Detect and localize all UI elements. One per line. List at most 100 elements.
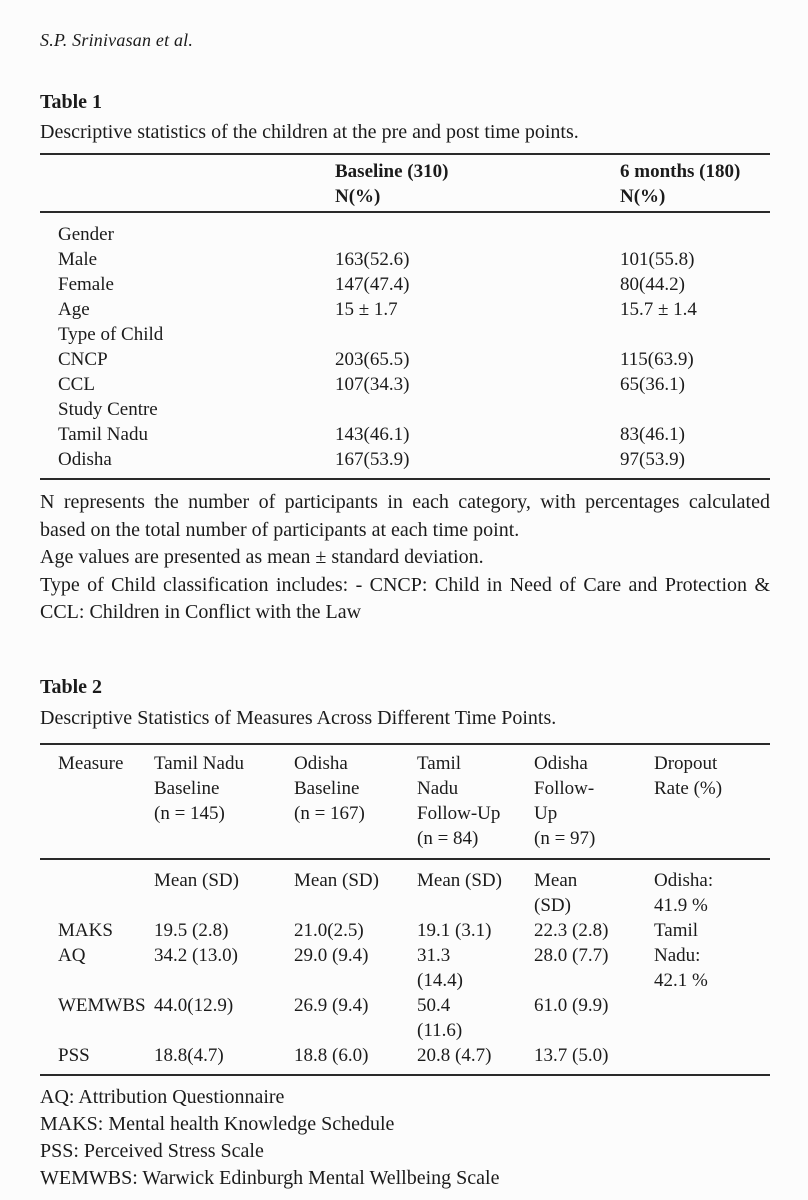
cell: Odisha: 41.9 % [654,869,714,916]
cell: 83(46.1) [620,424,685,445]
cell: 19.1 (3.1) [417,919,492,941]
table-row: Type of Child [40,322,770,347]
column-header: Tamil Nadu Baseline (n = 145) [154,752,244,824]
cell: 22.3 (2.8) [534,919,609,941]
cell: Mean (SD) [154,869,239,891]
cell: Tamil [654,919,699,941]
row-label: Study Centre [58,399,158,420]
column-header [40,154,335,212]
row-label: CNCP [58,349,108,370]
table-row: WEMWBS 44.0(12.9) 26.9 (9.4) 50.4 (11.6)… [40,993,770,1043]
cell: 115(63.9) [620,349,694,370]
cell: 18.8(4.7) [154,1044,224,1066]
footnote: Type of Child classification includes: -… [40,573,770,624]
cell: 167(53.9) [335,449,410,470]
cell [335,212,620,247]
column-header: Baseline (310) N(%) [335,161,449,207]
table1-header: Baseline (310) N(%) 6 months (180) N(%) [40,154,770,212]
table-header-row: Measure Tamil Nadu Baseline (n = 145) Od… [40,744,770,859]
cell: Nadu: 42.1 % [654,944,708,991]
cell: Mean (SD) [294,869,379,891]
table-row: PSS 18.8(4.7) 18.8 (6.0) 20.8 (4.7) 13.7… [40,1043,770,1075]
cell: 97(53.9) [620,449,685,470]
cell: 61.0 (9.9) [534,994,609,1016]
table-row: CNCP 203(65.5) 115(63.9) [40,347,770,372]
row-label: CCL [58,374,95,395]
table-row: CCL 107(34.3) 65(36.1) [40,372,770,397]
cell: 13.7 (5.0) [534,1044,609,1066]
cell [654,993,770,1043]
row-label: Age [58,299,90,320]
cell: 21.0(2.5) [294,919,364,941]
table-row: Odisha 167(53.9) 97(53.9) [40,447,770,479]
cell: 19.5 (2.8) [154,919,229,941]
cell: 101(55.8) [620,249,695,270]
column-header: 6 months (180) N(%) [620,161,741,207]
cell: 107(34.3) [335,374,410,395]
table1-body: Gender Male 163(52.6) 101(55.8) Female 1… [40,212,770,479]
cell: 26.9 (9.4) [294,994,369,1016]
cell: 44.0(12.9) [154,994,234,1016]
table1-section: Table 1 Descriptive statistics of the ch… [40,90,770,627]
cell: 80(44.2) [620,274,685,295]
table-row: Age 15 ± 1.7 15.7 ± 1.4 [40,297,770,322]
cell: 15.7 ± 1.4 [620,299,697,320]
table2-header: Measure Tamil Nadu Baseline (n = 145) Od… [40,744,770,859]
cell: 163(52.6) [335,249,410,270]
row-label: Type of Child [58,324,164,345]
row-label: AQ [58,944,86,966]
footnote: N represents the number of participants … [40,491,770,541]
row-label: MAKS [58,919,113,941]
footnote: WEMWBS: Warwick Edinburgh Mental Wellbei… [40,1166,500,1189]
table-row: AQ 34.2 (13.0) 29.0 (9.4) 31.3 (14.4) 28… [40,943,770,993]
table2-footnotes: AQ: Attribution Questionnaire MAKS: Ment… [40,1084,770,1192]
table-row: Study Centre [40,397,770,422]
table-row: MAKS 19.5 (2.8) 21.0(2.5) 19.1 (3.1) 22.… [40,918,770,943]
footnote: MAKS: Mental health Knowledge Schedule [40,1112,395,1135]
table-row: Gender [40,212,770,247]
cell: 34.2 (13.0) [154,944,238,966]
cell [335,322,620,347]
cell: 31.3 (14.4) [417,944,463,991]
cell: 65(36.1) [620,374,685,395]
cell: 20.8 (4.7) [417,1044,492,1066]
cell: 143(46.1) [335,424,410,445]
row-label: PSS [58,1044,90,1066]
footnote: PSS: Perceived Stress Scale [40,1139,264,1162]
cell: 203(65.5) [335,349,410,370]
table1-label: Table 1 [40,91,103,113]
column-header: Dropout Rate (%) [654,752,723,799]
row-label: Tamil Nadu [58,424,148,445]
column-header: Measure [58,752,124,774]
row-label: Gender [58,224,114,245]
table-header-row: Baseline (310) N(%) 6 months (180) N(%) [40,154,770,212]
row-label: Male [58,249,98,270]
cell: 29.0 (9.4) [294,944,369,966]
cell: Mean (SD) [534,869,578,916]
cell: 18.8 (6.0) [294,1044,369,1066]
table2-section: Table 2 Descriptive Statistics of Measur… [40,675,770,1192]
cell [620,212,770,247]
cell [620,397,770,422]
cell: 50.4 (11.6) [417,994,463,1041]
cell [654,1043,770,1075]
cell: 28.0 (7.7) [534,944,609,966]
table2-caption: Descriptive Statistics of Measures Acros… [40,706,557,729]
running-author: S.P. Srinivasan et al. [40,30,194,50]
table-row: Male 163(52.6) 101(55.8) [40,247,770,272]
cell [335,397,620,422]
column-header: Tamil Nadu Follow-Up (n = 84) [417,752,501,849]
table2-label: Table 2 [40,675,103,698]
table2: Measure Tamil Nadu Baseline (n = 145) Od… [40,742,770,1076]
table2-body: Mean (SD) Mean (SD) Mean (SD) Mean (SD) … [40,859,770,1075]
column-header: Odisha Follow- Up (n = 97) [534,752,596,849]
row-label [40,859,154,918]
cell: Mean (SD) [417,869,502,891]
row-label: WEMWBS [58,994,146,1016]
footnote: Age values are presented as mean ± stand… [40,546,484,568]
row-label: Female [58,274,114,295]
row-label: Odisha [58,449,112,470]
table1-footnotes: N represents the number of participants … [40,489,770,627]
table-row: Tamil Nadu 143(46.1) 83(46.1) [40,422,770,447]
